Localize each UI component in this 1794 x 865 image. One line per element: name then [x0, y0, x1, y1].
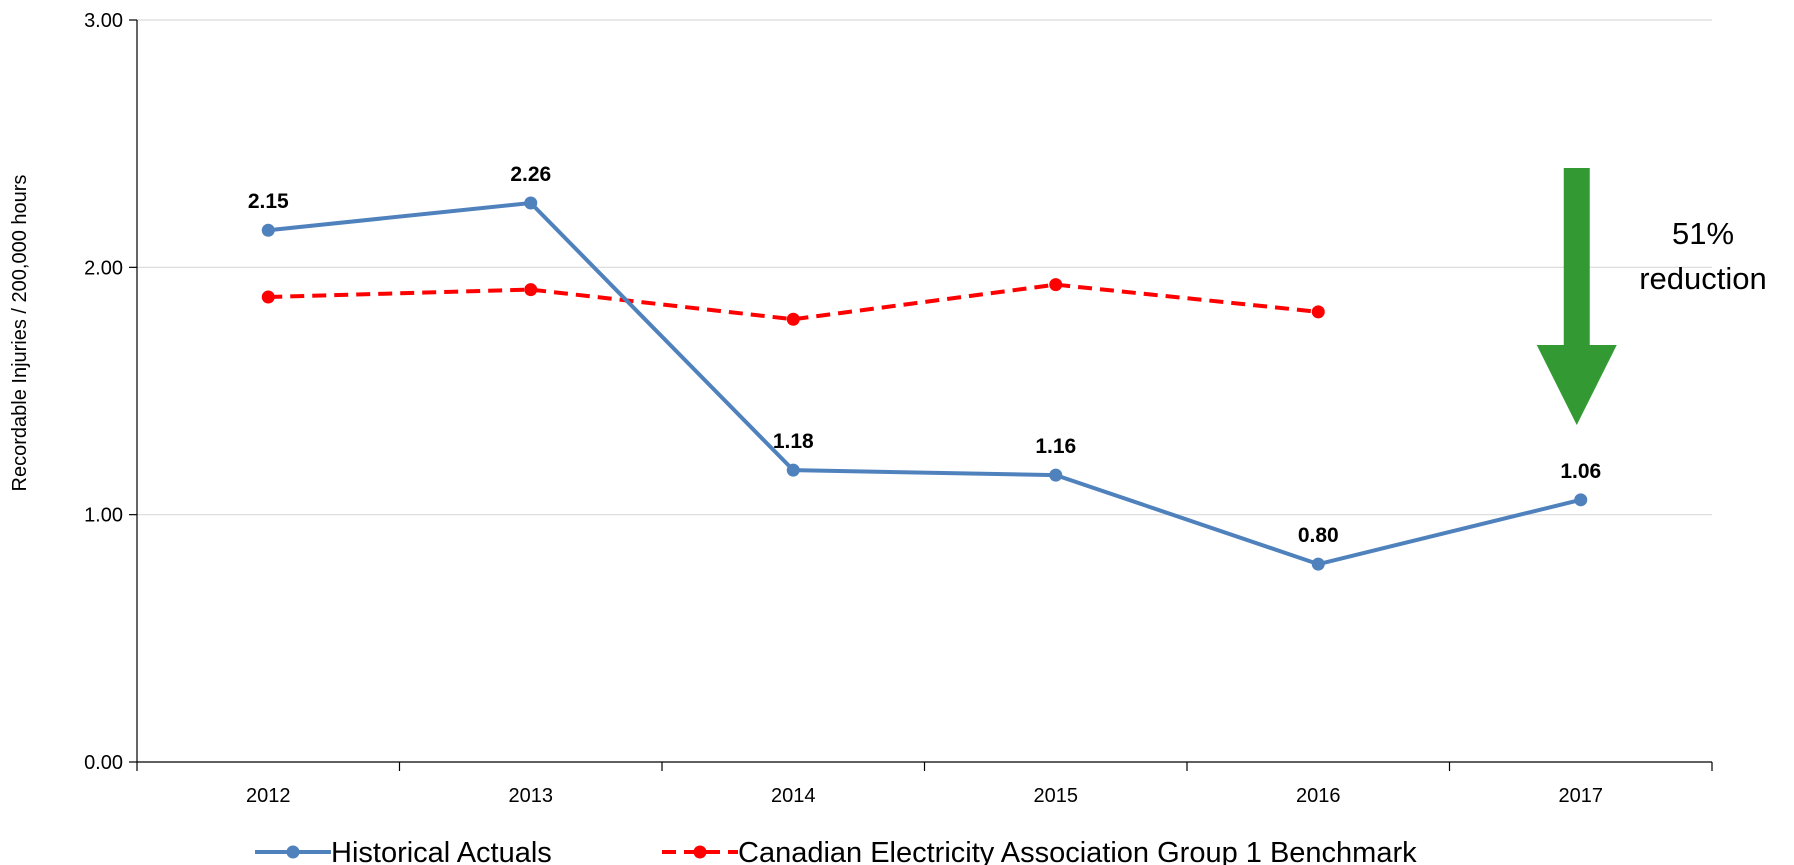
y-axis-label: Recordable Injuries / 200,000 hours: [9, 175, 31, 492]
y-tick-label: 3.00: [84, 10, 123, 32]
data-point: [261, 223, 275, 237]
legend-label: Historical Actuals: [331, 837, 552, 865]
data-labels: 2.15 2.26 1.18 1.16 0.80 1.06: [248, 163, 1601, 547]
data-point: [524, 283, 538, 297]
tick-labels: 0.00 1.00 2.00 3.00 2012 2013 2014 2015 2016 2017: [84, 10, 1603, 807]
axes: [129, 19, 1713, 771]
legend-swatch-marker: [286, 845, 300, 859]
data-label: 2.15: [248, 190, 289, 213]
y-tick-label: 1.00: [84, 505, 123, 527]
legend-swatch-marker: [693, 845, 707, 859]
data-label: 1.18: [773, 430, 814, 453]
data-point: [1574, 493, 1588, 507]
data-point: [261, 290, 275, 304]
data-point: [1049, 278, 1063, 292]
annotation-text: reduction: [1639, 261, 1767, 296]
data-point: [786, 463, 800, 477]
data-label: 2.26: [510, 163, 551, 186]
data-point: [1049, 468, 1063, 482]
x-tick-label: 2012: [246, 785, 291, 807]
data-point: [524, 196, 538, 210]
y-tick-label: 0.00: [84, 752, 123, 774]
annotation-percent: 51%: [1672, 216, 1734, 251]
x-tick-label: 2016: [1296, 785, 1341, 807]
series-line-historical-actuals: [268, 201, 1582, 567]
reduction-annotation: 51% reduction: [1536, 168, 1767, 425]
x-tick-label: 2014: [771, 785, 816, 807]
x-tick-label: 2015: [1034, 785, 1079, 807]
series-group: [261, 196, 1588, 571]
gridlines: [137, 19, 1712, 516]
data-label: 0.80: [1298, 524, 1339, 547]
legend-label: Canadian Electricity Association Group 1…: [738, 837, 1417, 865]
x-tick-label: 2013: [509, 785, 554, 807]
data-point: [1311, 557, 1325, 571]
data-label: 1.16: [1035, 435, 1076, 458]
data-point: [1311, 305, 1325, 319]
legend: Historical Actuals Canadian Electricity A…: [255, 837, 1417, 865]
data-label: 1.06: [1560, 460, 1601, 483]
x-tick-label: 2017: [1559, 785, 1604, 807]
down-arrow-icon: [1536, 168, 1617, 425]
y-tick-label: 2.00: [84, 257, 123, 279]
data-point: [786, 312, 800, 326]
